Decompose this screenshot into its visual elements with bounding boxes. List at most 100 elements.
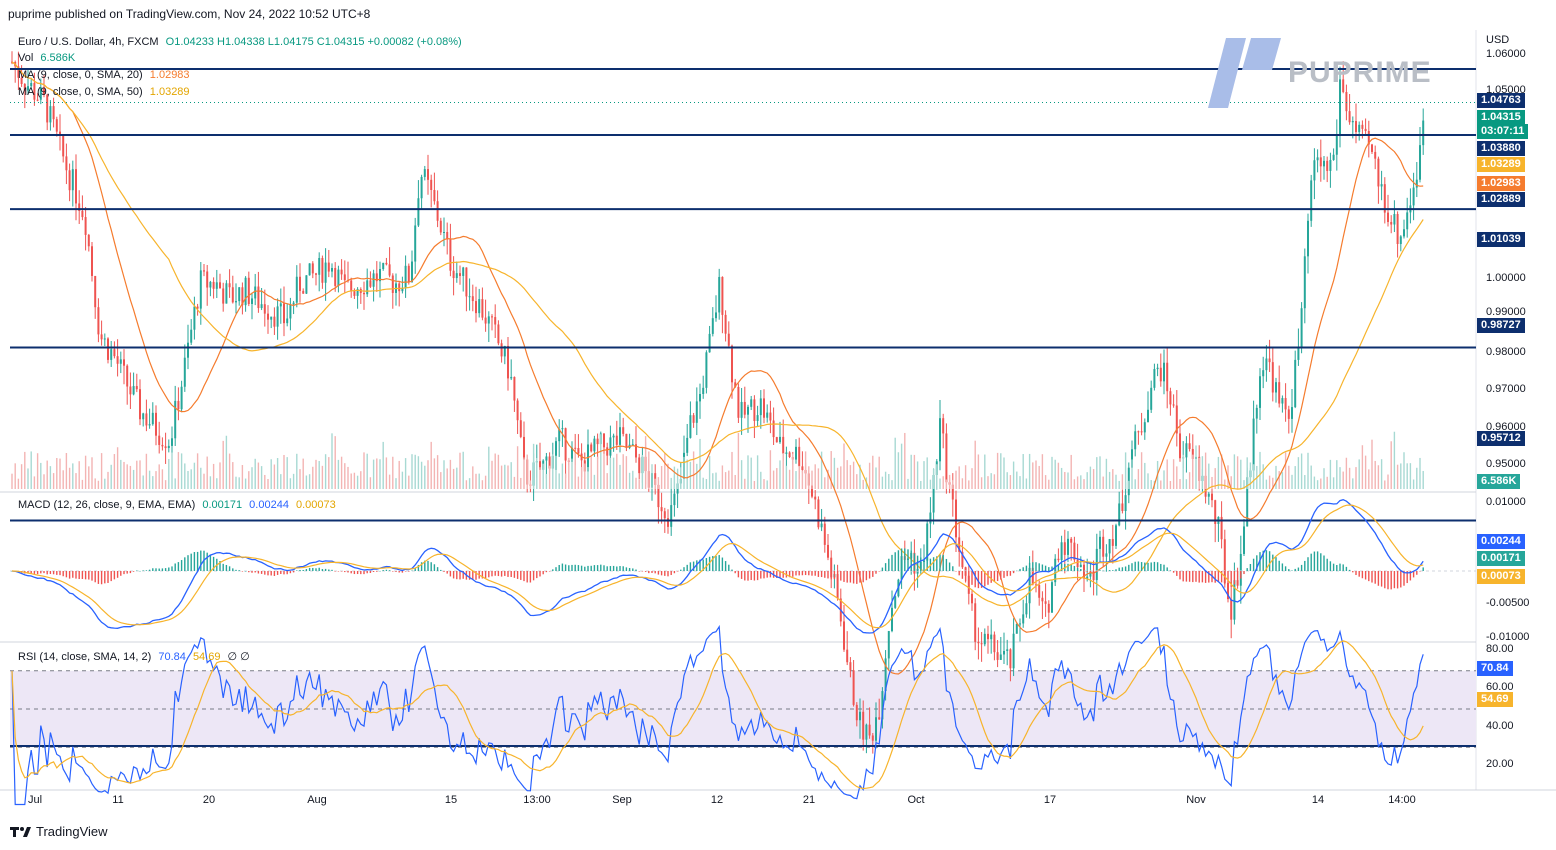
candle-body (686, 437, 689, 453)
macd-histogram-bar (945, 558, 948, 571)
candle-body (692, 415, 695, 423)
macd-histogram-bar (990, 571, 992, 583)
volume-bar (660, 466, 663, 489)
candle-body (670, 505, 673, 527)
candle-body (1319, 157, 1322, 167)
macd-histogram-bar (702, 559, 704, 571)
volume-bar (369, 477, 372, 489)
volume-bar (267, 478, 269, 489)
candle-body (1342, 79, 1345, 93)
macd-histogram-bar (926, 558, 928, 571)
candle-body (289, 304, 292, 319)
volume-bar (587, 467, 589, 489)
candle-body (1092, 571, 1095, 581)
volume-bar (542, 463, 544, 489)
macd-histogram-bar (481, 571, 484, 579)
candle-body (737, 386, 740, 418)
macd-histogram-bar (1400, 571, 1402, 588)
volume-bar (590, 456, 592, 489)
ma20-value: 1.02983 (149, 69, 190, 81)
macd-histogram-bar (1393, 571, 1396, 589)
time-axis-label: 21 (802, 794, 816, 806)
macd-histogram-bar (411, 570, 413, 572)
macd-histogram-bar (190, 553, 192, 571)
macd-histogram-bar (1249, 563, 1252, 571)
macd-histogram-bar (331, 569, 333, 571)
volume-bar (430, 441, 432, 489)
candle-body (1348, 111, 1351, 123)
macd-histogram-bar (1176, 571, 1178, 576)
candle-body (110, 349, 113, 360)
macd-histogram-bar (302, 569, 304, 571)
candle-body (87, 234, 90, 247)
volume-bar (292, 473, 295, 489)
candle-body (1207, 493, 1210, 497)
rsi-legend: RSI (14, close, SMA, 14, 2) 70.84 54.69 … (18, 650, 254, 663)
candle-body (318, 257, 321, 275)
rsi-extra: ∅ ∅ (227, 651, 250, 663)
macd-histogram-bar (779, 571, 781, 578)
candle-body (462, 267, 465, 276)
macd-histogram-bar (507, 571, 509, 577)
volume-bar (926, 457, 928, 489)
volume-bar (1307, 452, 1309, 489)
volume-bar (1323, 468, 1325, 489)
volume-bar (1278, 471, 1280, 489)
volume-bar (126, 464, 128, 489)
macd-histogram-bar (657, 571, 660, 575)
volume-bar (507, 465, 509, 489)
macd-histogram-bar (728, 564, 730, 571)
volume-bar (392, 456, 394, 489)
macd-histogram-bar (910, 550, 912, 571)
volume-bar (1195, 445, 1197, 489)
volume-bar (289, 478, 292, 489)
volume-bar (625, 456, 628, 489)
candle-body (1419, 145, 1421, 180)
volume-bar (824, 477, 826, 489)
volume-bar (171, 452, 173, 489)
macd-histogram-bar (436, 567, 439, 571)
footer-brand: TradingView (36, 824, 108, 839)
macd-histogram-bar (881, 567, 884, 571)
macd-histogram-bar (235, 569, 237, 571)
volume-bar (952, 480, 954, 489)
macd-histogram-bar (1009, 571, 1012, 576)
volume-bar (363, 452, 365, 489)
macd-histogram-bar (856, 571, 858, 584)
volume-bar (1320, 478, 1322, 489)
macd-histogram-bar (449, 571, 452, 577)
candle-body (1422, 120, 1425, 146)
macd-histogram-bar (206, 552, 208, 571)
macd-histogram-bar (1291, 570, 1293, 571)
volume-bar (545, 473, 548, 489)
candle-body (1265, 358, 1268, 371)
volume-bar (302, 458, 304, 489)
volume-bar (1083, 479, 1085, 489)
volume-bar (1035, 460, 1037, 489)
candle-body (775, 437, 778, 443)
candle-body (302, 290, 305, 294)
candle-body (107, 338, 109, 360)
macd-histogram-bar (1076, 567, 1079, 571)
macd-histogram-bar (548, 571, 551, 572)
volume-bar (750, 457, 752, 489)
volume-bar (1310, 465, 1312, 489)
tradingview-footer[interactable]: TradingView (10, 824, 108, 839)
candle-body (484, 317, 487, 324)
candle-body (455, 273, 458, 279)
volume-bar (1147, 473, 1149, 489)
macd-histogram-bar (942, 554, 944, 571)
candle-body (1211, 493, 1213, 501)
macd-histogram-bar (564, 564, 567, 571)
volume-bar (1233, 454, 1236, 489)
volume-bar (833, 457, 836, 489)
macd-histogram-bar (392, 571, 394, 572)
candle-body (846, 649, 849, 663)
macd-histogram-bar (1406, 571, 1408, 584)
candle-body (1345, 92, 1348, 112)
volume-bar (664, 453, 666, 489)
volume-bar (731, 451, 733, 489)
candle-body (1025, 603, 1028, 615)
volume-bar (532, 443, 535, 489)
